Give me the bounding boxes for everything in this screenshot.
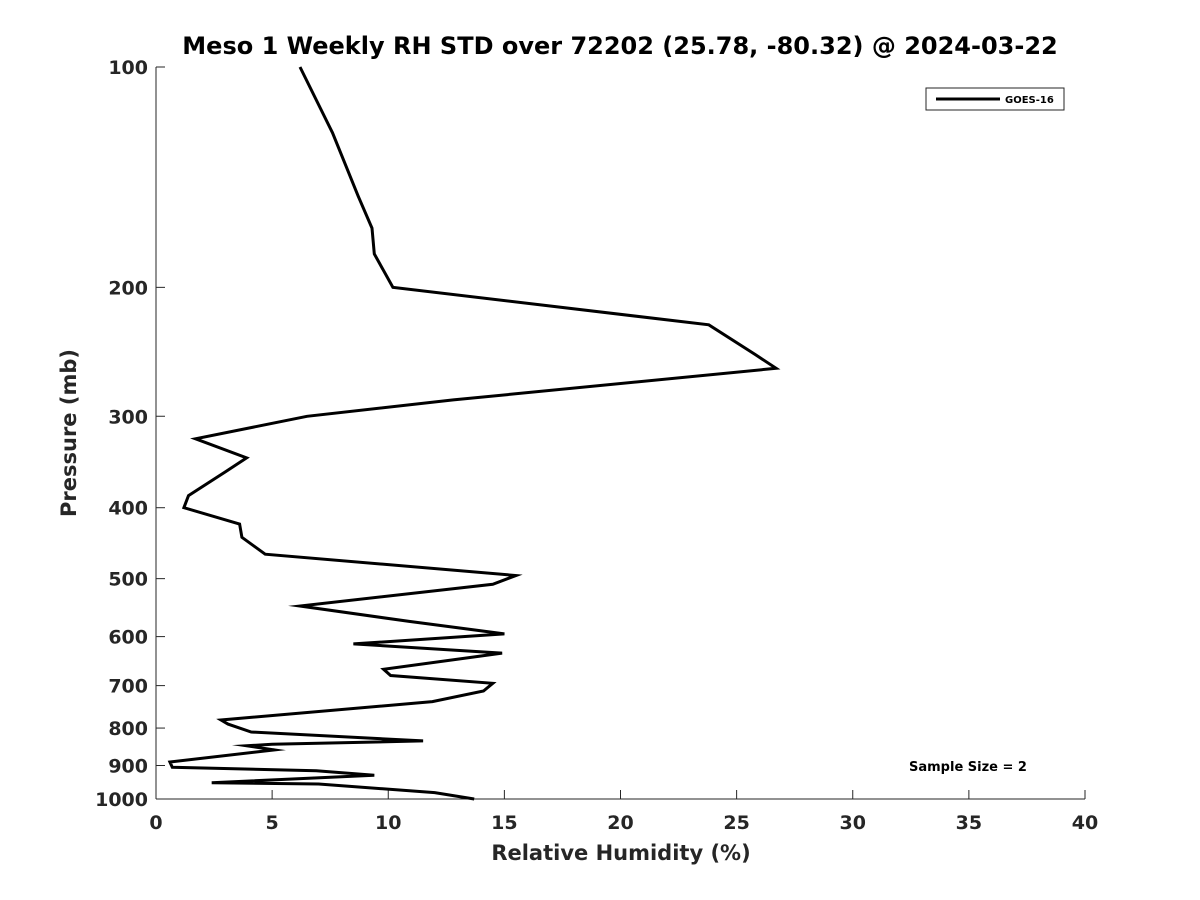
x-tick-label: 10 — [375, 812, 401, 834]
x-tick-label: 15 — [491, 812, 517, 834]
legend: GOES-16 — [925, 87, 1065, 111]
axes: 0 5 10 15 20 25 30 35 40 100 200 300 400 500 600 700 800… — [95, 57, 1098, 834]
x-tick-label: 30 — [840, 812, 866, 834]
y-tick-label: 400 — [108, 498, 148, 520]
x-tick-label: 0 — [149, 812, 162, 834]
plot-lines — [167, 66, 781, 801]
y-tick-label: 800 — [108, 718, 148, 740]
y-tick-label: 500 — [108, 569, 148, 591]
y-tick-label: 300 — [108, 406, 148, 428]
y-tick-label: 200 — [108, 277, 148, 299]
x-tick-label: 25 — [723, 812, 749, 834]
x-tick-label: 5 — [266, 812, 279, 834]
legend-entry-goes-16: GOES-16 — [1005, 95, 1054, 106]
x-tick-label: 35 — [956, 812, 982, 834]
chart-title: Meso 1 Weekly RH STD over 72202 (25.78, … — [182, 32, 1057, 60]
x-tick-label: 40 — [1072, 812, 1098, 834]
sample-size-annotation: Sample Size = 2 — [909, 760, 1027, 775]
y-axis-label: Pressure (mb) — [57, 349, 81, 517]
y-tick-label: 900 — [108, 756, 148, 778]
y-tick-label: 600 — [108, 627, 148, 649]
x-axis-label: Relative Humidity (%) — [491, 841, 750, 865]
x-tick-label: 20 — [607, 812, 633, 834]
y-tick-label: 1000 — [95, 789, 148, 811]
series-line-goes-16 — [167, 66, 781, 801]
y-tick-label: 100 — [108, 57, 148, 79]
y-tick-label: 700 — [108, 676, 148, 698]
